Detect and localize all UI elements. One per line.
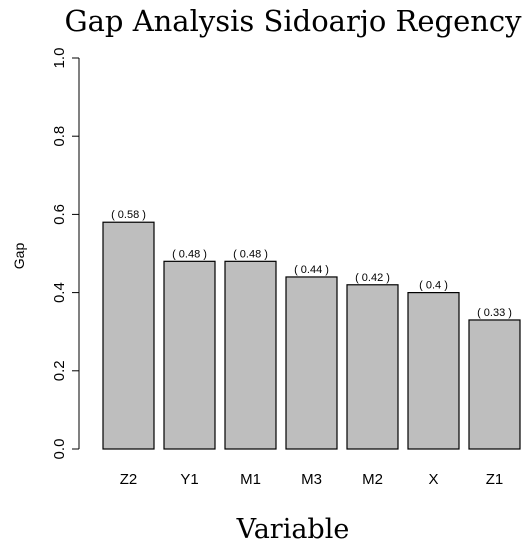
- x-tick-label: M1: [240, 471, 261, 488]
- bar: [407, 292, 460, 450]
- data-label: ( 0.44 ): [294, 264, 329, 276]
- data-label: ( 0.4 ): [419, 280, 448, 292]
- bar: [102, 221, 155, 450]
- bar: [468, 319, 521, 450]
- data-label: ( 0.58 ): [111, 209, 146, 221]
- bar: [224, 260, 277, 450]
- chart-title: Gap Analysis Sidoarjo Regency: [64, 4, 522, 38]
- bar: [285, 276, 338, 450]
- data-label: ( 0.48 ): [172, 248, 207, 260]
- x-tick-label: M2: [362, 471, 383, 488]
- y-tick-label: 0.8: [51, 126, 68, 147]
- y-axis-label: Gap: [11, 243, 27, 270]
- x-tick-label: Y1: [180, 471, 198, 488]
- x-tick-label: Z1: [486, 471, 504, 488]
- y-tick-label: 0.4: [51, 282, 68, 303]
- y-tick-label: 0.2: [51, 360, 68, 381]
- x-tick-label: X: [428, 471, 438, 488]
- y-tick-label: 0.6: [51, 204, 68, 225]
- x-tick-label: M3: [301, 471, 322, 488]
- data-labels-group: ( 0.58 ) ( 0.48 ) ( 0.48 ) ( 0.44 ) ( 0.42 )…: [111, 209, 512, 319]
- x-tick-label: Z2: [120, 471, 138, 488]
- y-tick-label: 0.0: [51, 439, 68, 460]
- data-label: ( 0.42 ): [355, 272, 390, 284]
- x-axis-label: Variable: [236, 514, 350, 545]
- y-axis: 0.0 0.2 0.4 0.6 0.8 1.0: [51, 48, 80, 460]
- data-label: ( 0.48 ): [233, 248, 268, 260]
- bar: [346, 284, 399, 450]
- x-tick-labels-group: Z2 Y1 M1 M3 M2 X Z1: [120, 471, 504, 488]
- y-tick-label: 1.0: [51, 48, 68, 69]
- bar: [163, 260, 216, 450]
- bars-group: [102, 221, 521, 450]
- data-label: ( 0.33 ): [477, 307, 512, 319]
